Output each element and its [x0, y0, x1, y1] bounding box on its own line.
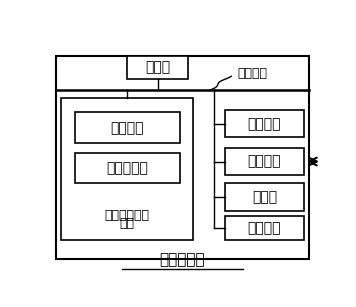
- Text: 操作系统: 操作系统: [110, 121, 144, 135]
- Bar: [75, 153, 180, 183]
- Bar: [225, 110, 304, 137]
- Bar: [75, 112, 180, 143]
- Bar: [225, 216, 304, 240]
- Text: 非易失性存储: 非易失性存储: [105, 209, 150, 222]
- Text: 显示屏: 显示屏: [252, 190, 277, 204]
- Bar: [225, 183, 304, 211]
- Text: 输入装置: 输入装置: [248, 221, 281, 235]
- Text: 内存储器: 内存储器: [248, 117, 281, 131]
- Text: 网络接口: 网络接口: [248, 154, 281, 169]
- Bar: [225, 148, 304, 175]
- Text: 计算机程序: 计算机程序: [106, 161, 148, 175]
- Text: 处理器: 处理器: [145, 60, 170, 75]
- Text: 系统总线: 系统总线: [238, 67, 268, 80]
- Bar: [56, 56, 309, 259]
- Text: 介质: 介质: [120, 217, 135, 230]
- Bar: [61, 98, 194, 240]
- Text: 计算机设备: 计算机设备: [159, 252, 205, 267]
- Bar: [127, 56, 188, 80]
